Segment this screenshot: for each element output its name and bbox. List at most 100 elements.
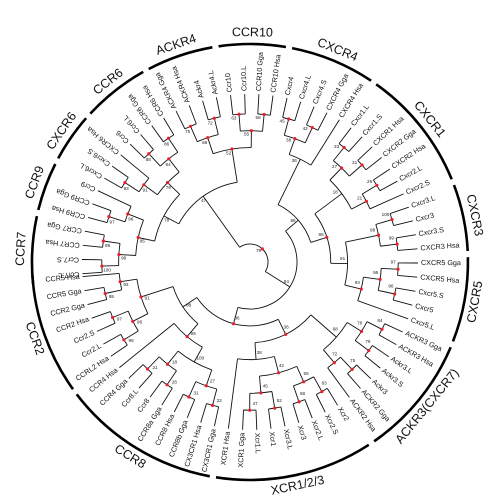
- branch-line: [346, 322, 362, 332]
- branch-line: [351, 200, 367, 210]
- branch-line: [129, 143, 145, 159]
- branch-line: [338, 127, 352, 144]
- branch-line: [186, 323, 199, 337]
- bootstrap-label: 97: [391, 259, 397, 264]
- bootstrap-label: 86: [290, 218, 296, 223]
- branch-line: [230, 95, 234, 115]
- branch-line: [294, 101, 302, 121]
- branch-line: [188, 105, 197, 125]
- branch-line: [92, 203, 112, 212]
- bootstrap-label: 42: [303, 126, 309, 131]
- branch-arc: [289, 154, 312, 166]
- branch-line: [233, 307, 239, 324]
- bootstrap-label: 100: [382, 212, 390, 217]
- leaf-label: Ccr7.L: [58, 270, 80, 280]
- bootstrap-label: 78: [357, 321, 363, 326]
- clade-arc-5: [218, 42, 287, 49]
- bootstrap-label: 79: [256, 248, 262, 253]
- branch-line: [173, 394, 184, 413]
- leaf-label: CX3CR1 Gga: [200, 428, 218, 473]
- leaf-label: CCR5 Gga: [46, 286, 82, 301]
- branch-line: [163, 117, 175, 136]
- node-support-dot: [165, 362, 170, 366]
- node-support-dot: [101, 239, 105, 243]
- branch-line: [347, 373, 361, 389]
- leaf-label: CCR10 Hsa: [268, 54, 282, 93]
- branch-line: [96, 322, 116, 332]
- leaf-label: CCR7 Gga: [46, 220, 82, 235]
- bootstrap-label: 36: [284, 325, 290, 330]
- bootstrap-label: 91: [145, 295, 151, 300]
- branch-arc: [237, 356, 275, 361]
- clade-arc-9: [451, 257, 470, 342]
- bootstrap-label: 96: [388, 284, 394, 289]
- branch-line: [362, 184, 378, 195]
- branch-line: [87, 216, 108, 224]
- branch-line: [369, 193, 404, 210]
- node-support-dot: [206, 136, 210, 140]
- leaf-label: Cxcr5.S: [418, 287, 445, 300]
- branch-line: [372, 345, 390, 358]
- bootstrap-label: 36: [292, 158, 298, 163]
- leaf-label: Ccr8: [135, 396, 151, 414]
- bootstrap-label: 93: [123, 282, 129, 287]
- branch-line: [306, 106, 315, 126]
- node-support-dot: [131, 319, 135, 323]
- branch-line: [357, 146, 373, 161]
- branch-line: [143, 184, 158, 196]
- bootstrap-label: 58: [256, 115, 262, 120]
- bootstrap-label: 55: [244, 132, 250, 137]
- node-support-dot: [262, 112, 266, 117]
- node-support-dot: [167, 157, 171, 161]
- clade-label-12: CCR8: [112, 442, 148, 472]
- bootstrap-label: 45: [280, 119, 286, 124]
- bootstrap-label: 97: [117, 317, 123, 322]
- branch-line: [292, 403, 300, 423]
- branch-line: [123, 330, 139, 341]
- clade-arc-7: [375, 83, 453, 180]
- clade-arc-11: [215, 443, 370, 482]
- clade-arcs: [30, 42, 470, 482]
- branch-line: [313, 376, 323, 392]
- leaf-label: CCR10 Gga: [254, 52, 265, 92]
- bootstrap-label: 63: [322, 381, 328, 386]
- branch-line: [268, 408, 272, 429]
- leaf-label: Xcr2: [336, 405, 351, 422]
- branch-line: [384, 323, 403, 333]
- bootstrap-label: 52: [277, 398, 283, 403]
- node-support-dot: [123, 181, 127, 185]
- branch-line: [378, 334, 397, 345]
- clade-label-0: CCR7: [13, 231, 29, 266]
- clade-label-11: XCR1/2/3: [270, 473, 326, 498]
- node-support-dot: [342, 145, 346, 150]
- branch-line: [111, 165, 129, 178]
- leaf-label: Cxcr4: [283, 76, 296, 96]
- branch-arc: [344, 242, 348, 286]
- branch-line: [103, 240, 121, 244]
- leaf-label: Ackr4.L: [206, 70, 220, 96]
- node-support-dot: [204, 384, 208, 388]
- branch-line: [168, 137, 179, 153]
- leaf-label: CXCR5 Hsa: [420, 272, 460, 285]
- branch-arc: [178, 181, 238, 225]
- branch-line: [82, 272, 120, 278]
- bootstrap-label: 88: [319, 232, 325, 237]
- leaf-label: Xcr1: [268, 431, 279, 447]
- branch-line: [167, 182, 181, 195]
- branch-line: [140, 134, 154, 150]
- node-support-dot: [147, 152, 151, 156]
- clade-arc-2: [57, 117, 88, 160]
- branch-line: [397, 274, 418, 278]
- branch-line: [296, 366, 305, 382]
- bootstrap-label: 97: [110, 219, 116, 224]
- leaf-label: Xcr1.L: [253, 433, 263, 454]
- bootstrap-label: 91: [143, 188, 149, 193]
- branch-line: [317, 112, 328, 131]
- clade-arc-3: [89, 70, 144, 115]
- branch-line: [265, 271, 291, 288]
- node-markers: [100, 112, 400, 412]
- branch-line: [215, 97, 221, 117]
- clade-arc-10: [373, 346, 452, 443]
- leaf-label: Cxcr3.S: [418, 225, 445, 238]
- leaf-label: Ccr6: [114, 129, 131, 146]
